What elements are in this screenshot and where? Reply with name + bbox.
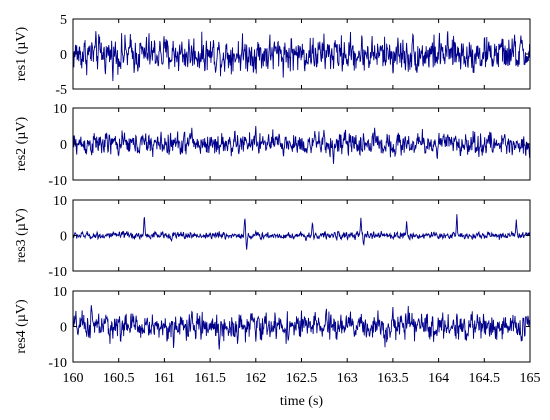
y-tick-label: -10 — [48, 174, 67, 189]
y-tick-label: 10 — [53, 102, 67, 117]
y-tick-label: 0 — [60, 230, 67, 245]
y-axis-label-2: res2 (µV) — [14, 117, 29, 172]
y-tick-label: 10 — [53, 194, 67, 209]
y-tick-label: 0 — [60, 138, 67, 153]
y-tick-label: -10 — [48, 356, 67, 371]
panel-1: -5 0 5 res1 (µV) — [14, 13, 531, 98]
x-axis-label: time (s) — [280, 394, 323, 409]
y-tick-label: 5 — [60, 13, 67, 28]
x-tick-label: 161.5 — [194, 371, 226, 386]
y-tick-label: 10 — [53, 285, 67, 300]
x-tick-label: 163 — [337, 371, 358, 386]
panel-3: -10 0 10 res3 (µV) — [14, 194, 531, 280]
y-tick-label: -10 — [48, 265, 67, 280]
y-axis-label-4: res4 (µV) — [14, 299, 29, 354]
x-tick-label: 164 — [428, 371, 449, 386]
x-tick-label: 165 — [520, 371, 541, 386]
y-axis-label-3: res3 (µV) — [14, 208, 29, 263]
x-tick-label: 162 — [245, 371, 266, 386]
x-tick-label: 160 — [63, 371, 84, 386]
panel-2: -10 0 10 res2 (µV) — [14, 102, 531, 189]
series-line-3 — [72, 214, 531, 250]
x-tick-label: 161 — [154, 371, 175, 386]
x-tick-label: 163.5 — [377, 371, 409, 386]
panel-4: -10 0 10 res4 (µV) 160 160.5 161 161.5 162 162.5 1… — [14, 285, 541, 409]
series-line-4 — [72, 305, 531, 350]
y-tick-label: 0 — [60, 48, 67, 63]
y-tick-label: -5 — [55, 83, 67, 98]
x-tick-label: 164.5 — [469, 371, 501, 386]
x-tick-label: 160.5 — [103, 371, 135, 386]
y-axis-label-1: res1 (µV) — [14, 27, 29, 82]
x-tick-label: 162.5 — [286, 371, 318, 386]
y-tick-label: 0 — [60, 321, 67, 336]
series-line-2 — [72, 125, 531, 164]
series-line-1 — [72, 31, 531, 82]
